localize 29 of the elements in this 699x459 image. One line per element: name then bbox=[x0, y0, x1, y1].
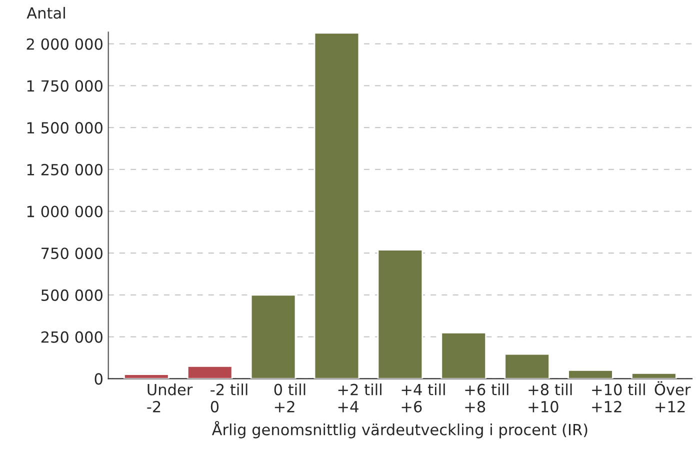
y-tick-label: 1 250 000 bbox=[27, 164, 102, 176]
x-tick-label: +2 till +4 bbox=[338, 384, 382, 412]
y-tick-label: 2 000 000 bbox=[26, 38, 102, 50]
y-tick-label: 1 750 000 bbox=[27, 80, 102, 92]
bar bbox=[504, 353, 550, 379]
x-tick-label: 0 till +2 bbox=[274, 384, 306, 412]
bar bbox=[631, 372, 677, 379]
y-tick-label: 250 000 bbox=[41, 331, 102, 343]
bar bbox=[568, 369, 614, 379]
y-tick-label: 0 bbox=[94, 373, 102, 385]
x-tick-label: Över +12 bbox=[654, 381, 691, 412]
bar bbox=[314, 32, 360, 379]
x-axis-title: Årlig genomsnittlig värdeutveckling i procent (IR) bbox=[212, 420, 588, 438]
bar bbox=[440, 332, 487, 379]
y-axis-title: Antal bbox=[26, 6, 65, 19]
y-tick-label: 1 500 000 bbox=[27, 122, 102, 134]
x-tick-label: +8 till +10 bbox=[528, 384, 572, 412]
x-tick-label: +4 till +6 bbox=[402, 384, 445, 412]
y-tick-label: 750 000 bbox=[42, 248, 102, 260]
bar bbox=[124, 374, 170, 379]
x-tick-label: +6 till +8 bbox=[465, 384, 508, 412]
x-tick-label: -2 till 0 bbox=[210, 384, 248, 412]
y-tick-label: 1 000 000 bbox=[27, 206, 102, 218]
x-tick-label: +10 till +12 bbox=[592, 384, 645, 412]
bar bbox=[377, 249, 424, 379]
y-tick-label: 500 000 bbox=[41, 289, 102, 301]
bar bbox=[250, 294, 296, 379]
x-tick-label: Under -2 bbox=[147, 384, 193, 412]
bar bbox=[186, 365, 233, 379]
